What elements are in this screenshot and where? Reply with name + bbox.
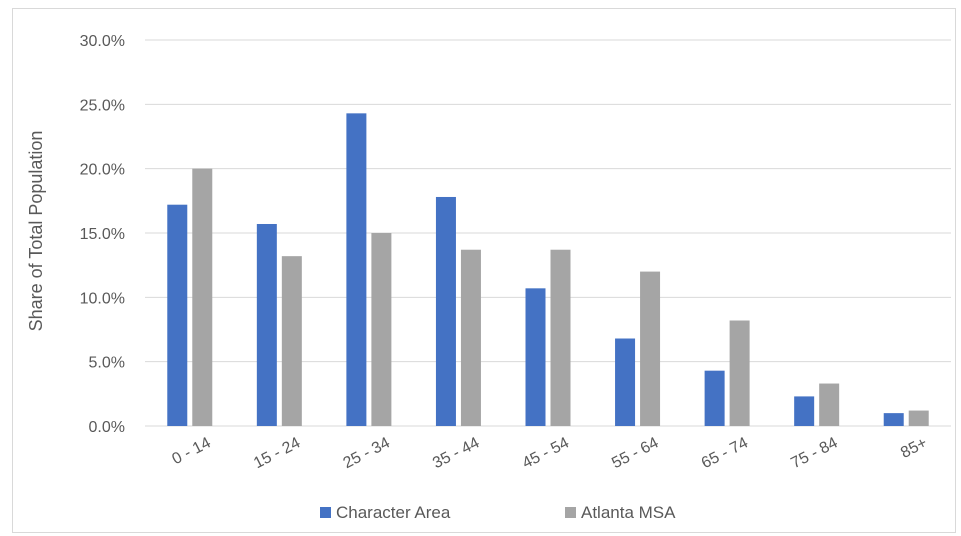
y-tick-label: 0.0% <box>89 419 125 436</box>
bar-character-area <box>704 370 725 426</box>
x-tick-label: 55 - 64 <box>609 434 661 472</box>
y-tick-label: 5.0% <box>89 355 125 372</box>
y-tick-label: 10.0% <box>80 290 125 307</box>
bar-character-area <box>615 338 636 426</box>
y-tick-label: 30.0% <box>80 33 125 50</box>
legend-swatch <box>320 507 331 518</box>
bar-atlanta-msa <box>281 256 302 426</box>
x-tick-label: 0 - 14 <box>169 434 213 468</box>
legend-label: Atlanta MSA <box>581 503 676 522</box>
y-axis-ticks: 0.0% 5.0% 10.0% 15.0% 20.0% 25.0% 30.0% <box>80 33 125 436</box>
bars <box>167 113 929 426</box>
bar-atlanta-msa <box>460 249 481 426</box>
legend-swatch <box>565 507 576 518</box>
bar-character-area <box>256 223 277 426</box>
bar-character-area <box>525 288 546 426</box>
bar-character-area <box>346 113 367 426</box>
y-tick-label: 25.0% <box>80 97 125 114</box>
y-axis-title: Share of Total Population <box>26 131 46 332</box>
x-axis-ticks: 0 - 14 15 - 24 25 - 34 35 - 44 45 - 54 55 - 6… <box>169 434 930 472</box>
x-tick-label: 65 - 74 <box>699 434 751 472</box>
bar-atlanta-msa <box>819 383 840 426</box>
bar-atlanta-msa <box>640 271 661 426</box>
gridlines <box>145 39 951 427</box>
legend: Character Area Atlanta MSA <box>320 503 676 522</box>
x-tick-label: 35 - 44 <box>430 434 482 472</box>
legend-label: Character Area <box>336 503 451 522</box>
bar-character-area <box>435 196 456 426</box>
bar-atlanta-msa <box>371 233 392 426</box>
x-tick-label: 15 - 24 <box>251 434 303 472</box>
bar-character-area <box>167 204 188 426</box>
bar-atlanta-msa <box>192 168 213 426</box>
bar-atlanta-msa <box>550 249 571 426</box>
x-tick-label: 45 - 54 <box>520 434 572 472</box>
y-tick-label: 15.0% <box>80 226 125 243</box>
x-tick-label: 25 - 34 <box>341 434 393 472</box>
bar-character-area <box>794 396 815 426</box>
bar-character-area <box>883 413 904 426</box>
x-tick-label: 85+ <box>898 434 930 461</box>
x-tick-label: 75 - 84 <box>788 434 840 472</box>
y-tick-label: 20.0% <box>80 162 125 179</box>
bar-atlanta-msa <box>729 320 750 426</box>
bar-atlanta-msa <box>908 410 929 426</box>
